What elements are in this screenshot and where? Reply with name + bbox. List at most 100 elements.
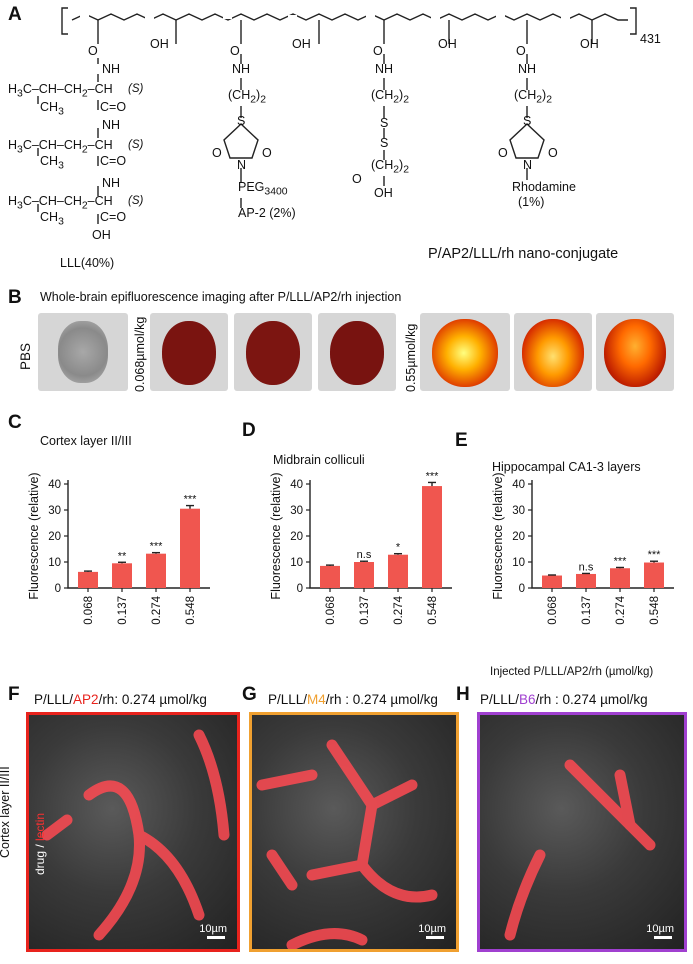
chart-e-bar-0 bbox=[542, 575, 562, 588]
oh-label-3: OH bbox=[438, 37, 457, 51]
left-bracket bbox=[61, 7, 68, 35]
chart-d-xtick-label-1: 0.137 bbox=[359, 596, 371, 625]
lll-ch3-1: CH3 bbox=[40, 100, 64, 118]
panel-letter-g: G bbox=[242, 684, 257, 705]
brain-high-2 bbox=[514, 313, 592, 391]
chart-d-title: Midbrain colliculi bbox=[273, 453, 365, 467]
chart-d-bar-0 bbox=[320, 565, 340, 588]
chart-c-xtick-label-0: 0.068 bbox=[83, 596, 95, 625]
chart-c-ylabel: Fluorescence (relative) bbox=[27, 472, 41, 599]
chart-d-xtick-label-0: 0.068 bbox=[325, 596, 337, 625]
ap2-o-left: O bbox=[212, 146, 222, 160]
ap2-peg: PEG3400 bbox=[238, 180, 288, 198]
chart-e-xtick-label-1: 0.137 bbox=[581, 596, 593, 625]
chart-d-sig-2: * bbox=[396, 542, 401, 554]
chart-c-title: Cortex layer II/III bbox=[40, 434, 132, 448]
chart-e-sig-3: *** bbox=[648, 549, 662, 561]
lll-ch3-3: CH3 bbox=[40, 210, 64, 228]
chart-e-bar-1 bbox=[576, 573, 596, 588]
scale-label-h: 10µm bbox=[646, 923, 674, 935]
chart-d-sig-3: *** bbox=[426, 470, 440, 482]
rh-s: S bbox=[523, 114, 532, 128]
backbone-chain bbox=[71, 13, 628, 21]
ap2-o-right: O bbox=[262, 146, 272, 160]
stain-label-f: drug / lectin bbox=[33, 812, 47, 875]
acid-oh: OH bbox=[374, 186, 393, 200]
chart-c-bar-0 bbox=[78, 571, 98, 588]
chart-c-bar-3 bbox=[180, 508, 200, 588]
repeat-count: 431 bbox=[640, 32, 661, 46]
lll-ch3-2: CH3 bbox=[40, 154, 64, 172]
rh-nh: NH bbox=[518, 62, 537, 76]
oh-label-1: OH bbox=[150, 37, 169, 51]
brain-pbs bbox=[38, 313, 128, 391]
scale-bar-f bbox=[207, 936, 225, 939]
panel-letter-c: C bbox=[8, 412, 22, 433]
chart-c-bar-1 bbox=[112, 563, 132, 588]
chart-hippocampal: Fluorescence (relative) 0 10 20 30 40 0.068 n.s… bbox=[491, 472, 674, 625]
rh-n: N bbox=[523, 158, 533, 172]
lll-chain-1: H3C–CH–CH2–CH bbox=[8, 82, 113, 100]
lll-chain-3: H3C–CH–CH2–CH bbox=[8, 194, 113, 212]
chart-c-ytick-label: 20 bbox=[48, 531, 61, 543]
lll-co-3: C=O bbox=[100, 210, 127, 224]
polymer-structure bbox=[37, 7, 637, 224]
panel-letter-b: B bbox=[8, 287, 22, 308]
ap2-percent: AP-2 (2%) bbox=[238, 206, 296, 220]
chart-c-ytick-label: 30 bbox=[48, 505, 61, 517]
chart-d-sig-1: n.s bbox=[357, 549, 372, 561]
rh-name: Rhodamine bbox=[512, 180, 576, 194]
acid-ch2-1: (CH2)2 bbox=[371, 88, 409, 106]
chart-d-ytick-label: 10 bbox=[290, 557, 303, 569]
chart-e-ytick-label: 0 bbox=[519, 583, 525, 595]
rh-o: O bbox=[516, 44, 526, 58]
rh-o-left: O bbox=[498, 146, 508, 160]
chart-e-title: Hippocampal CA1-3 layers bbox=[492, 460, 641, 474]
lll-o: O bbox=[88, 44, 98, 58]
panel-letter-d: D bbox=[242, 420, 256, 441]
ap2-s: S bbox=[237, 114, 246, 128]
chart-c-ytick-label: 0 bbox=[55, 583, 61, 595]
acid-s-2: S bbox=[380, 136, 389, 150]
acid-nh: NH bbox=[375, 62, 394, 76]
acid-co-o: O bbox=[352, 172, 362, 186]
chart-c-sig-3: *** bbox=[184, 494, 198, 506]
lll-co-1: C=O bbox=[100, 100, 127, 114]
micro-f-title: P/LLL/AP2/rh: 0.274 µmol/kg bbox=[34, 692, 207, 707]
chart-c-sig-1: ** bbox=[118, 550, 127, 562]
ap2-n: N bbox=[237, 158, 247, 172]
chart-e-ytick-label: 30 bbox=[512, 505, 525, 517]
lll-oh: OH bbox=[92, 228, 111, 242]
chart-e-bar-2 bbox=[610, 568, 630, 588]
dose-high-label: 0.55µmol/kg bbox=[404, 323, 418, 392]
chart-d-xtick-label-3: 0.548 bbox=[427, 596, 439, 625]
chart-e-xlabel: Injected P/LLL/AP2/rh (µmol/kg) bbox=[490, 666, 654, 678]
acid-s-1: S bbox=[380, 116, 389, 130]
brain-high-3 bbox=[596, 313, 674, 391]
chart-c-xtick-label-1: 0.137 bbox=[117, 596, 129, 625]
micro-h-title: P/LLL/B6/rh : 0.274 µmol/kg bbox=[480, 692, 648, 707]
lll-nh-1: NH bbox=[102, 62, 121, 76]
brain-high-1 bbox=[420, 313, 510, 391]
chart-d-ytick-label: 0 bbox=[297, 583, 303, 595]
pbs-label: PBS bbox=[18, 342, 33, 370]
panel-letter-e: E bbox=[455, 430, 468, 451]
acid-o: O bbox=[373, 44, 383, 58]
lll-nh-2: NH bbox=[102, 118, 121, 132]
micro-image-m4: 10µm bbox=[249, 712, 459, 952]
acid-ch2-2: (CH2)2 bbox=[371, 158, 409, 176]
stereo-s-3: (S) bbox=[128, 195, 144, 207]
chart-c-xtick-label-3: 0.548 bbox=[185, 596, 197, 625]
chart-cortex: Fluorescence (relative) 0 10 20 30 40 0.068 ** 0… bbox=[27, 472, 210, 625]
chart-e-ytick-label: 40 bbox=[512, 479, 525, 491]
chart-e-bar-3 bbox=[644, 562, 664, 588]
chart-e-xtick-label-2: 0.274 bbox=[615, 595, 627, 624]
panel-b-title: Whole-brain epifluorescence imaging afte… bbox=[40, 290, 402, 304]
carbonyl-branches bbox=[97, 20, 593, 44]
chart-c-bar-2 bbox=[146, 553, 166, 588]
chart-c-sig-2: *** bbox=[150, 541, 164, 553]
panel-letter-f: F bbox=[8, 684, 20, 705]
chart-c-xtick-label-2: 0.274 bbox=[151, 595, 163, 624]
lll-nh-3: NH bbox=[102, 176, 121, 190]
chart-e-xtick-label-3: 0.548 bbox=[649, 596, 661, 625]
